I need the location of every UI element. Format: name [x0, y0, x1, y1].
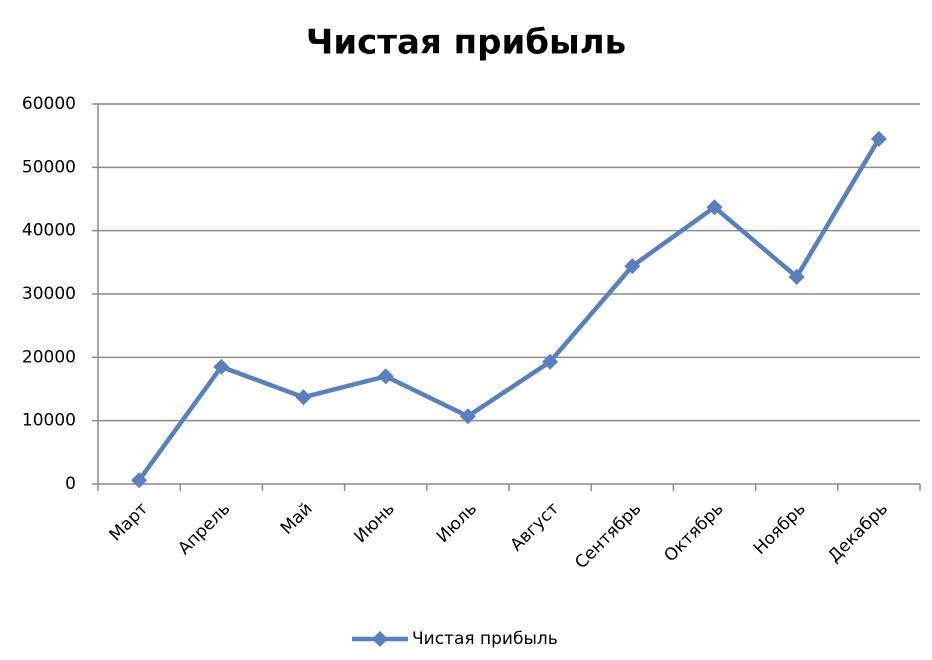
x-tick-label: Май	[277, 499, 317, 539]
point-marker	[131, 472, 148, 489]
series-line	[137, 137, 881, 482]
point-marker	[870, 130, 887, 147]
y-tick-label: 20000	[22, 347, 76, 367]
x-tick-label: Ноябрь	[750, 499, 810, 559]
y-tick-label: 10000	[22, 411, 76, 431]
legend-marker	[372, 631, 388, 647]
chart-title: Чистая прибыль	[306, 23, 626, 63]
y-tick-label: 30000	[22, 284, 76, 304]
point-marker	[213, 358, 230, 375]
point-marker	[377, 368, 394, 385]
point-marker	[295, 389, 312, 406]
x-tick-label: Август	[507, 499, 564, 556]
y-tick-label: 60000	[22, 94, 76, 114]
point-marker	[542, 353, 559, 370]
point-marker	[788, 268, 805, 285]
y-tick-label: 50000	[22, 157, 76, 177]
x-tick-label: Сентябрь	[571, 499, 645, 573]
x-tick-label: Декабрь	[824, 499, 892, 567]
y-tick-label: 0	[65, 474, 76, 494]
y-tick-label: 40000	[22, 221, 76, 241]
x-tick-label: Июнь	[351, 499, 399, 547]
point-marker	[624, 258, 641, 275]
point-marker	[706, 199, 723, 216]
x-tick-label: Октябрь	[660, 499, 727, 566]
x-tick-label: Июль	[433, 499, 481, 547]
x-tick-label: Апрель	[174, 499, 234, 559]
point-marker	[459, 408, 476, 425]
legend-label: Чистая прибыль	[412, 629, 558, 649]
x-tick-label: Март	[106, 499, 153, 546]
